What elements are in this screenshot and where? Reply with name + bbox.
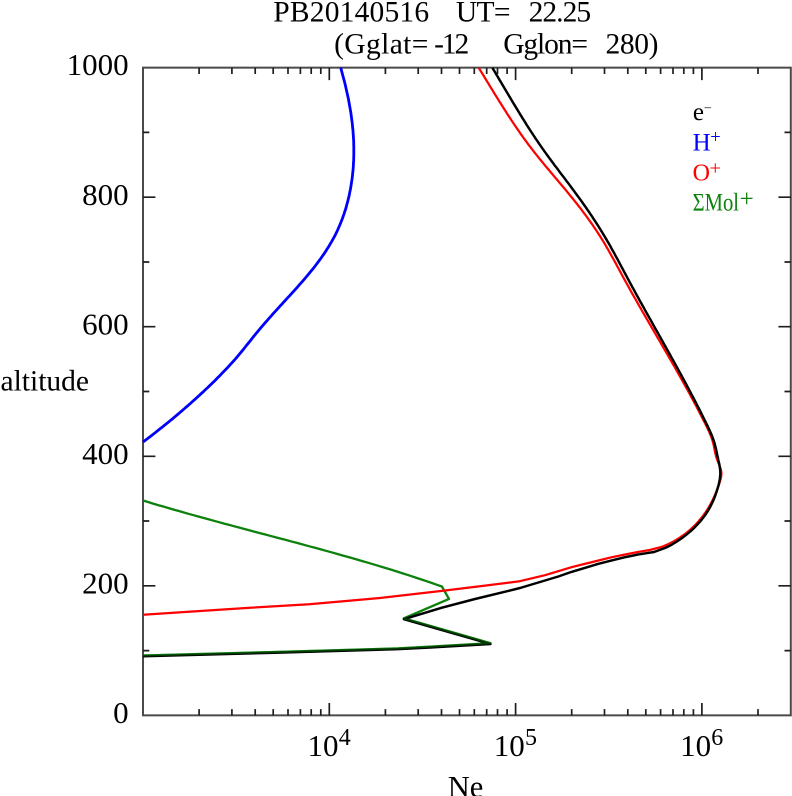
svg-text:10: 10 bbox=[494, 728, 525, 763]
svg-text:+: + bbox=[710, 128, 720, 148]
svg-text:600: 600 bbox=[82, 306, 129, 341]
svg-text:-12: -12 bbox=[434, 29, 469, 61]
svg-text:10: 10 bbox=[680, 728, 711, 763]
svg-text:400: 400 bbox=[82, 436, 129, 471]
svg-text:800: 800 bbox=[82, 177, 129, 212]
svg-text:Gglon=: Gglon= bbox=[503, 29, 588, 61]
svg-text:0: 0 bbox=[113, 695, 129, 730]
svg-text:+: + bbox=[710, 157, 722, 179]
svg-text:ΣMol: ΣMol bbox=[693, 190, 739, 217]
svg-text:280): 280) bbox=[606, 29, 659, 61]
svg-text:altitude: altitude bbox=[1, 366, 90, 398]
svg-text:(Gglat=: (Gglat= bbox=[334, 29, 428, 61]
svg-text:1000: 1000 bbox=[67, 47, 129, 82]
svg-text:H: H bbox=[693, 129, 711, 156]
svg-text:e: e bbox=[693, 99, 704, 126]
svg-text:10: 10 bbox=[308, 728, 339, 763]
svg-text:4: 4 bbox=[339, 725, 351, 751]
svg-text:–: – bbox=[704, 99, 712, 114]
svg-text:22.25: 22.25 bbox=[529, 0, 592, 29]
svg-text:O: O bbox=[693, 160, 710, 186]
svg-text:Ne: Ne bbox=[448, 770, 484, 796]
svg-text:UT=: UT= bbox=[456, 0, 511, 29]
svg-text:6: 6 bbox=[711, 725, 723, 751]
svg-text:+: + bbox=[740, 186, 754, 213]
svg-text:PB20140516: PB20140516 bbox=[273, 0, 429, 29]
svg-text:5: 5 bbox=[525, 725, 537, 751]
svg-text:200: 200 bbox=[82, 565, 129, 600]
